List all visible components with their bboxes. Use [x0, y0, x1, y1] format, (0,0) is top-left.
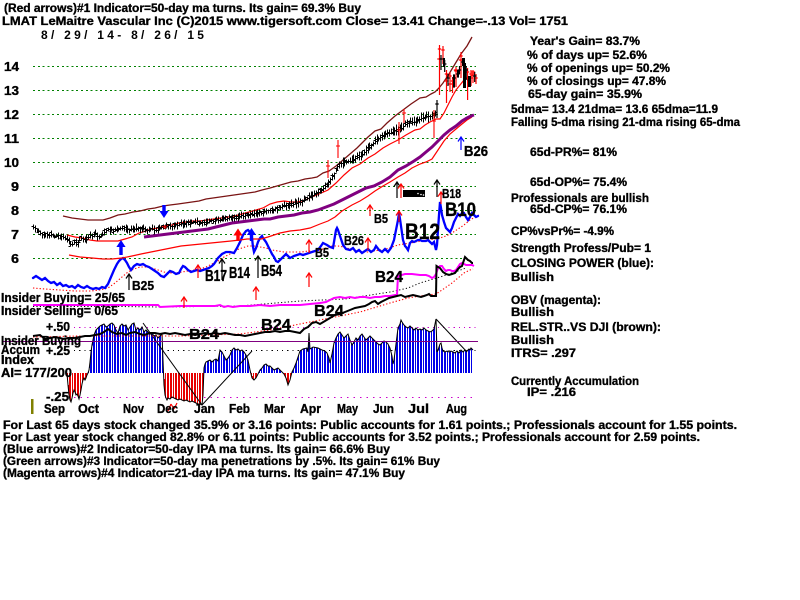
svg-text:Jan: Jan — [194, 402, 215, 416]
svg-text:Oct: Oct — [78, 402, 100, 416]
svg-text:OBV (magenta):: OBV (magenta): — [511, 293, 601, 307]
svg-text:B24: B24 — [261, 317, 291, 334]
svg-text:Apr: Apr — [300, 402, 321, 416]
svg-text:REL.STR..VS DJI (brown):: REL.STR..VS DJI (brown): — [511, 320, 661, 334]
svg-text:(Green arrows)#3 Indicator=50-: (Green arrows)#3 Indicator=50-day ma pen… — [3, 454, 440, 468]
svg-text:Accum: Accum — [1, 343, 40, 357]
svg-text:Feb: Feb — [229, 402, 250, 416]
svg-text:+.25: +.25 — [46, 344, 70, 358]
svg-text:% of closings up= 47.8%: % of closings up= 47.8% — [527, 74, 666, 88]
svg-text:B26: B26 — [344, 233, 364, 248]
svg-text:Sep: Sep — [44, 402, 65, 416]
svg-text:65-day gain= 35.9%: 65-day gain= 35.9% — [528, 87, 642, 101]
svg-text:Currently Accumulation: Currently Accumulation — [511, 374, 639, 388]
svg-text:9: 9 — [11, 179, 19, 194]
svg-text:B26: B26 — [464, 143, 488, 160]
svg-text:Aug: Aug — [446, 402, 467, 416]
svg-text:B5: B5 — [374, 212, 388, 226]
svg-text:B24: B24 — [189, 326, 220, 343]
svg-text:Index: Index — [1, 353, 34, 367]
svg-text:Year's Gain= 83.7%: Year's Gain= 83.7% — [530, 34, 640, 48]
svg-text:Professionals are bullish: Professionals are bullish — [511, 191, 649, 205]
svg-text:% of openings up= 50.2%: % of openings up= 50.2% — [527, 61, 670, 75]
svg-text:For Last 65 days stock changed: For Last 65 days stock changed 35.9% or … — [3, 418, 737, 432]
svg-text:13: 13 — [4, 83, 19, 98]
svg-text:Falling 5-dma rising 21-dma: Falling 5-dma rising 21-dma rising 65-dm… — [511, 115, 740, 129]
svg-text:B12: B12 — [405, 219, 440, 244]
svg-text:65d-PR%= 81%: 65d-PR%= 81% — [530, 145, 617, 159]
svg-text:Dec: Dec — [157, 402, 178, 416]
svg-text:Insider Selling= 0/65: Insider Selling= 0/65 — [1, 304, 118, 318]
svg-text:B24: B24 — [375, 269, 403, 286]
svg-text:Bullish: Bullish — [511, 333, 554, 347]
svg-text:LMAT LeMaitre Vascular Inc: LMAT LeMaitre Vascular Inc (C)2015 www.t… — [2, 14, 568, 28]
svg-text:6: 6 — [11, 251, 19, 266]
svg-text:Jul: Jul — [408, 402, 429, 416]
svg-text:May: May — [337, 402, 358, 416]
svg-text:(Blue arrows)#2 Indicator=50-d: (Blue arrows)#2 Indicator=50-day IPA ma … — [3, 442, 390, 456]
svg-text:IP= .216: IP= .216 — [527, 385, 576, 399]
svg-text:Mar: Mar — [264, 402, 285, 416]
svg-text:(Red arrows)#1 Indicator=50-da: (Red arrows)#1 Indicator=50-day ma turns… — [4, 1, 361, 15]
svg-text:Bullish: Bullish — [511, 305, 554, 319]
svg-text:AI= 177/200: AI= 177/200 — [1, 366, 72, 380]
svg-text:ITRS= .297: ITRS= .297 — [511, 346, 576, 360]
svg-text:CP%vsPr%= -4.9%: CP%vsPr%= -4.9% — [511, 224, 614, 238]
svg-text:B17: B17 — [205, 268, 227, 285]
svg-text:CLOSING POWER (blue):: CLOSING POWER (blue): — [511, 256, 654, 270]
svg-text:B24: B24 — [314, 303, 344, 320]
svg-text:Jun: Jun — [373, 402, 394, 416]
svg-text:Strength Profess/Pub= 1: Strength Profess/Pub= 1 — [511, 241, 651, 255]
svg-text:65d-OP%= 75.4%: 65d-OP%= 75.4% — [530, 175, 627, 189]
svg-text:For Last year stock changed 8: For Last year stock changed 82.8% or 6.1… — [3, 430, 700, 444]
svg-text:B25: B25 — [132, 278, 154, 293]
svg-text:B10: B10 — [445, 200, 476, 221]
svg-text:Insider Buying= 25/65: Insider Buying= 25/65 — [1, 291, 125, 305]
svg-text:7: 7 — [11, 227, 19, 242]
svg-text:12: 12 — [4, 107, 19, 122]
svg-text:B5: B5 — [315, 246, 329, 260]
svg-text:B14: B14 — [229, 265, 250, 282]
svg-text:8: 8 — [11, 203, 19, 218]
svg-text:+.50: +.50 — [46, 320, 70, 334]
svg-text:(Magenta arrows)#4 Indicator=2: (Magenta arrows)#4 Indicator=21-day IPA … — [3, 466, 405, 480]
svg-text:B18: B18 — [442, 186, 461, 201]
svg-text:10: 10 — [4, 155, 19, 170]
svg-text:65d-CP%= 76.1%: 65d-CP%= 76.1% — [530, 202, 627, 216]
svg-text:11: 11 — [4, 131, 19, 146]
svg-text:% of days up= 52.6%: % of days up= 52.6% — [527, 48, 647, 62]
svg-text:5dma= 13.4 21dma= 13.6 65dma=1: 5dma= 13.4 21dma= 13.6 65dma=11.9 — [511, 102, 718, 116]
svg-text:-.25: -.25 — [46, 390, 69, 404]
svg-text:Bullish: Bullish — [511, 270, 554, 284]
svg-text:Nov: Nov — [123, 402, 144, 416]
svg-text:B54: B54 — [261, 263, 282, 280]
svg-text:Insider Buying: Insider Buying — [1, 334, 81, 348]
svg-text:14: 14 — [4, 59, 20, 74]
